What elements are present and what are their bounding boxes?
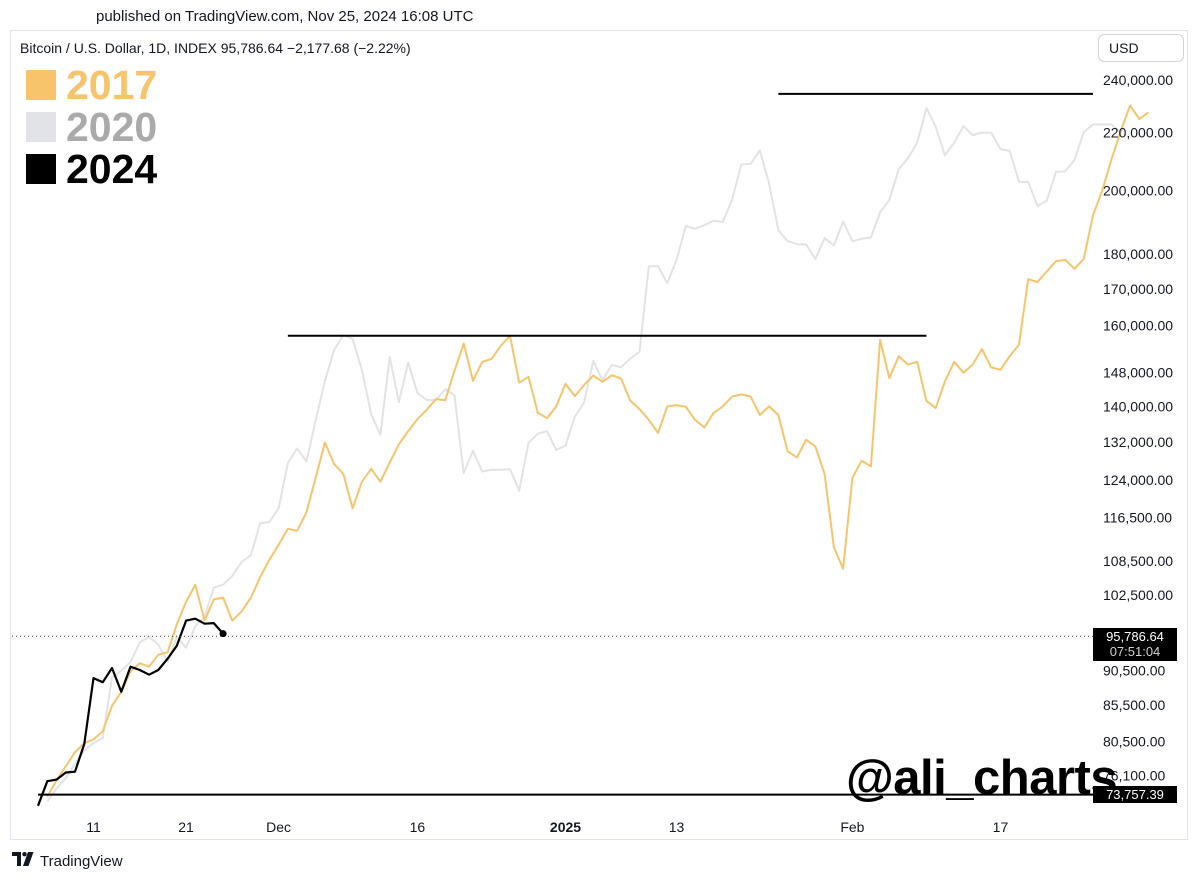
y-tick-label: 90,500.00 bbox=[1103, 663, 1165, 679]
series-line-2024 bbox=[36, 617, 224, 807]
chart-frame bbox=[10, 30, 1188, 840]
legend-swatch-2024 bbox=[26, 154, 56, 184]
y-tick-label: 148,000.00 bbox=[1103, 365, 1173, 381]
x-tick-label: 16 bbox=[410, 819, 426, 835]
x-tick-label: 21 bbox=[178, 819, 194, 835]
legend-label-2017: 2017 bbox=[66, 62, 158, 108]
y-tick-label: 102,500.00 bbox=[1103, 587, 1173, 603]
y-tick-label: 80,500.00 bbox=[1103, 734, 1165, 750]
y-tick-label: 85,500.00 bbox=[1103, 697, 1165, 713]
y-tick-label: 160,000.00 bbox=[1103, 317, 1173, 333]
last-price-value: 95,786.64 bbox=[1106, 629, 1164, 645]
tradingview-logo-icon bbox=[12, 852, 34, 870]
y-tick-label: 220,000.00 bbox=[1103, 125, 1173, 141]
y-tick-label: 116,500.00 bbox=[1103, 510, 1172, 526]
last-price-tag: 95,786.64 07:51:04 bbox=[1093, 628, 1177, 662]
series-line-2020 bbox=[46, 107, 1122, 803]
y-tick-label: 132,000.00 bbox=[1103, 434, 1173, 450]
x-tick-label: Dec bbox=[266, 819, 291, 835]
x-tick-label: Feb bbox=[840, 819, 864, 835]
footer: TradingView bbox=[12, 852, 123, 870]
author-watermark: @ali_charts bbox=[846, 751, 1118, 805]
x-tick-label: 11 bbox=[86, 819, 101, 835]
y-tick-label: 180,000.00 bbox=[1103, 246, 1173, 262]
legend-swatch-2020 bbox=[26, 112, 56, 142]
x-tick-label: 2025 bbox=[550, 819, 581, 835]
published-caption: published on TradingView.com, Nov 25, 20… bbox=[96, 8, 474, 25]
last-price-marker bbox=[219, 630, 227, 638]
footer-brand: TradingView bbox=[40, 852, 123, 870]
y-tick-label: 170,000.00 bbox=[1103, 281, 1173, 297]
legend-item-2024: 2024 bbox=[26, 148, 157, 190]
y-tick-label: 76,100.00 bbox=[1103, 768, 1165, 784]
legend-item-2020: 2020 bbox=[26, 106, 157, 148]
y-tick-label: 200,000.00 bbox=[1103, 182, 1173, 198]
legend-item-2017: 2017 bbox=[26, 64, 157, 106]
year-legend: 2017 2020 2024 bbox=[26, 64, 157, 190]
x-tick-label: 17 bbox=[993, 819, 1009, 835]
y-tick-label: 240,000.00 bbox=[1103, 72, 1173, 88]
x-tick-label: 13 bbox=[669, 819, 685, 835]
legend-label-2024: 2024 bbox=[66, 146, 158, 192]
series-line-2017 bbox=[46, 104, 1150, 798]
legend-label-2020: 2020 bbox=[66, 104, 158, 150]
legend-swatch-2017 bbox=[26, 70, 56, 100]
symbol-info: Bitcoin / U.S. Dollar, 1D, INDEX 95,786.… bbox=[20, 40, 411, 56]
currency-button[interactable]: USD bbox=[1098, 34, 1184, 62]
bar-countdown: 07:51:04 bbox=[1109, 644, 1161, 660]
y-tick-label: 108,500.00 bbox=[1103, 553, 1173, 569]
baseline-price-tag: 73,757.39 bbox=[1093, 785, 1177, 803]
y-tick-label: 124,000.00 bbox=[1103, 472, 1173, 488]
y-tick-label: 140,000.00 bbox=[1103, 398, 1173, 414]
